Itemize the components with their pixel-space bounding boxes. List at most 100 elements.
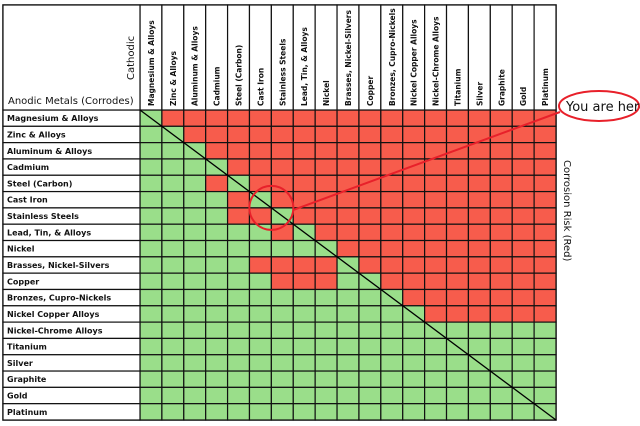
matrix-cell — [402, 386, 426, 405]
matrix-cell — [380, 223, 404, 242]
matrix-cell — [445, 370, 470, 388]
matrix-cell — [336, 272, 360, 291]
row-label: Silver — [7, 359, 33, 368]
matrix-cell — [205, 207, 229, 225]
matrix-cell — [380, 125, 404, 144]
matrix-cell — [380, 239, 404, 258]
matrix-cell — [445, 239, 470, 258]
matrix-cell — [511, 223, 535, 242]
matrix-cell — [270, 354, 294, 372]
matrix-cell — [358, 142, 382, 160]
matrix-cell — [248, 239, 272, 258]
matrix-cell — [205, 174, 229, 193]
column-label-cell — [533, 4, 557, 111]
row-label: Platinum — [7, 408, 47, 417]
matrix-cell — [270, 288, 294, 307]
matrix-cell — [292, 174, 316, 193]
column-label: Bronzes, Cupro-Nickels — [388, 8, 397, 106]
matrix-cell — [292, 239, 316, 258]
matrix-cell — [511, 337, 535, 356]
matrix-cell — [292, 125, 316, 144]
matrix-cell — [205, 239, 229, 258]
matrix-cell — [292, 109, 316, 127]
matrix-cell — [314, 386, 338, 405]
matrix-cell — [161, 305, 185, 323]
matrix-cell — [467, 370, 491, 388]
matrix-cell — [270, 272, 294, 291]
matrix-cell — [445, 403, 470, 421]
matrix-cell — [380, 386, 404, 405]
matrix-cell — [314, 403, 338, 421]
matrix-cell — [161, 190, 185, 209]
column-label: Stainless Steels — [278, 38, 287, 106]
matrix-cell — [424, 125, 448, 144]
matrix-cell — [270, 158, 294, 176]
column-label: Silver — [475, 81, 484, 106]
matrix-cell — [248, 354, 272, 372]
matrix-cell — [183, 190, 207, 209]
matrix-cell — [183, 321, 207, 340]
matrix-cell — [533, 321, 557, 340]
row-label: Lead, Tin, & Alloys — [7, 228, 91, 237]
matrix-cell — [380, 142, 404, 160]
matrix-cell — [445, 354, 470, 372]
matrix-cell — [336, 386, 360, 405]
matrix-cell — [380, 272, 404, 291]
matrix-cell — [336, 223, 360, 242]
matrix-cell — [161, 223, 185, 242]
matrix-cell — [161, 354, 185, 372]
row-label: Cast Iron — [7, 196, 48, 205]
row-label: Titanium — [7, 343, 47, 352]
matrix-cell — [402, 337, 426, 356]
matrix-cell — [314, 337, 338, 356]
matrix-cell — [533, 305, 557, 323]
column-label: Platinum — [541, 68, 550, 106]
matrix-cell — [226, 305, 251, 323]
matrix-cell — [292, 158, 316, 176]
matrix-cell — [139, 321, 163, 340]
matrix-cell — [424, 142, 448, 160]
matrix-cell — [402, 370, 426, 388]
matrix-cell — [183, 354, 207, 372]
matrix-cell — [336, 337, 360, 356]
column-label: Steel (Carbon) — [235, 45, 244, 106]
matrix-cell — [533, 272, 557, 291]
row-label: Aluminum & Alloys — [7, 147, 92, 156]
matrix-cell — [336, 190, 360, 209]
matrix-cell — [424, 386, 448, 405]
matrix-cell — [270, 305, 294, 323]
matrix-cell — [380, 403, 404, 421]
matrix-cell — [248, 386, 272, 405]
matrix-cell — [270, 337, 294, 356]
matrix-cell — [205, 337, 229, 356]
matrix-cell — [533, 125, 557, 144]
matrix-cell — [445, 158, 470, 176]
matrix-cell — [380, 256, 404, 274]
matrix-cell — [139, 386, 163, 405]
cathodic-label: Cathodic — [126, 36, 137, 80]
matrix-cell — [226, 142, 251, 160]
matrix-cell — [248, 109, 272, 127]
matrix-cell — [511, 207, 535, 225]
matrix-cell — [467, 403, 491, 421]
matrix-cell — [511, 305, 535, 323]
matrix-cell — [402, 272, 426, 291]
matrix-cell — [402, 288, 426, 307]
matrix-cell — [183, 239, 207, 258]
matrix-cell — [489, 158, 513, 176]
matrix-cell — [226, 256, 251, 274]
matrix-cell — [205, 321, 229, 340]
matrix-cell — [467, 256, 491, 274]
row-label: Nickel Copper Alloys — [7, 310, 100, 319]
matrix-cell — [292, 321, 316, 340]
matrix-cell — [533, 142, 557, 160]
matrix-cell — [380, 370, 404, 388]
callout-line — [293, 111, 561, 211]
corner-cell — [2, 4, 141, 111]
matrix-cell — [533, 386, 557, 405]
matrix-cell — [533, 370, 557, 388]
matrix-cell — [139, 256, 163, 274]
matrix-cell — [248, 125, 272, 144]
